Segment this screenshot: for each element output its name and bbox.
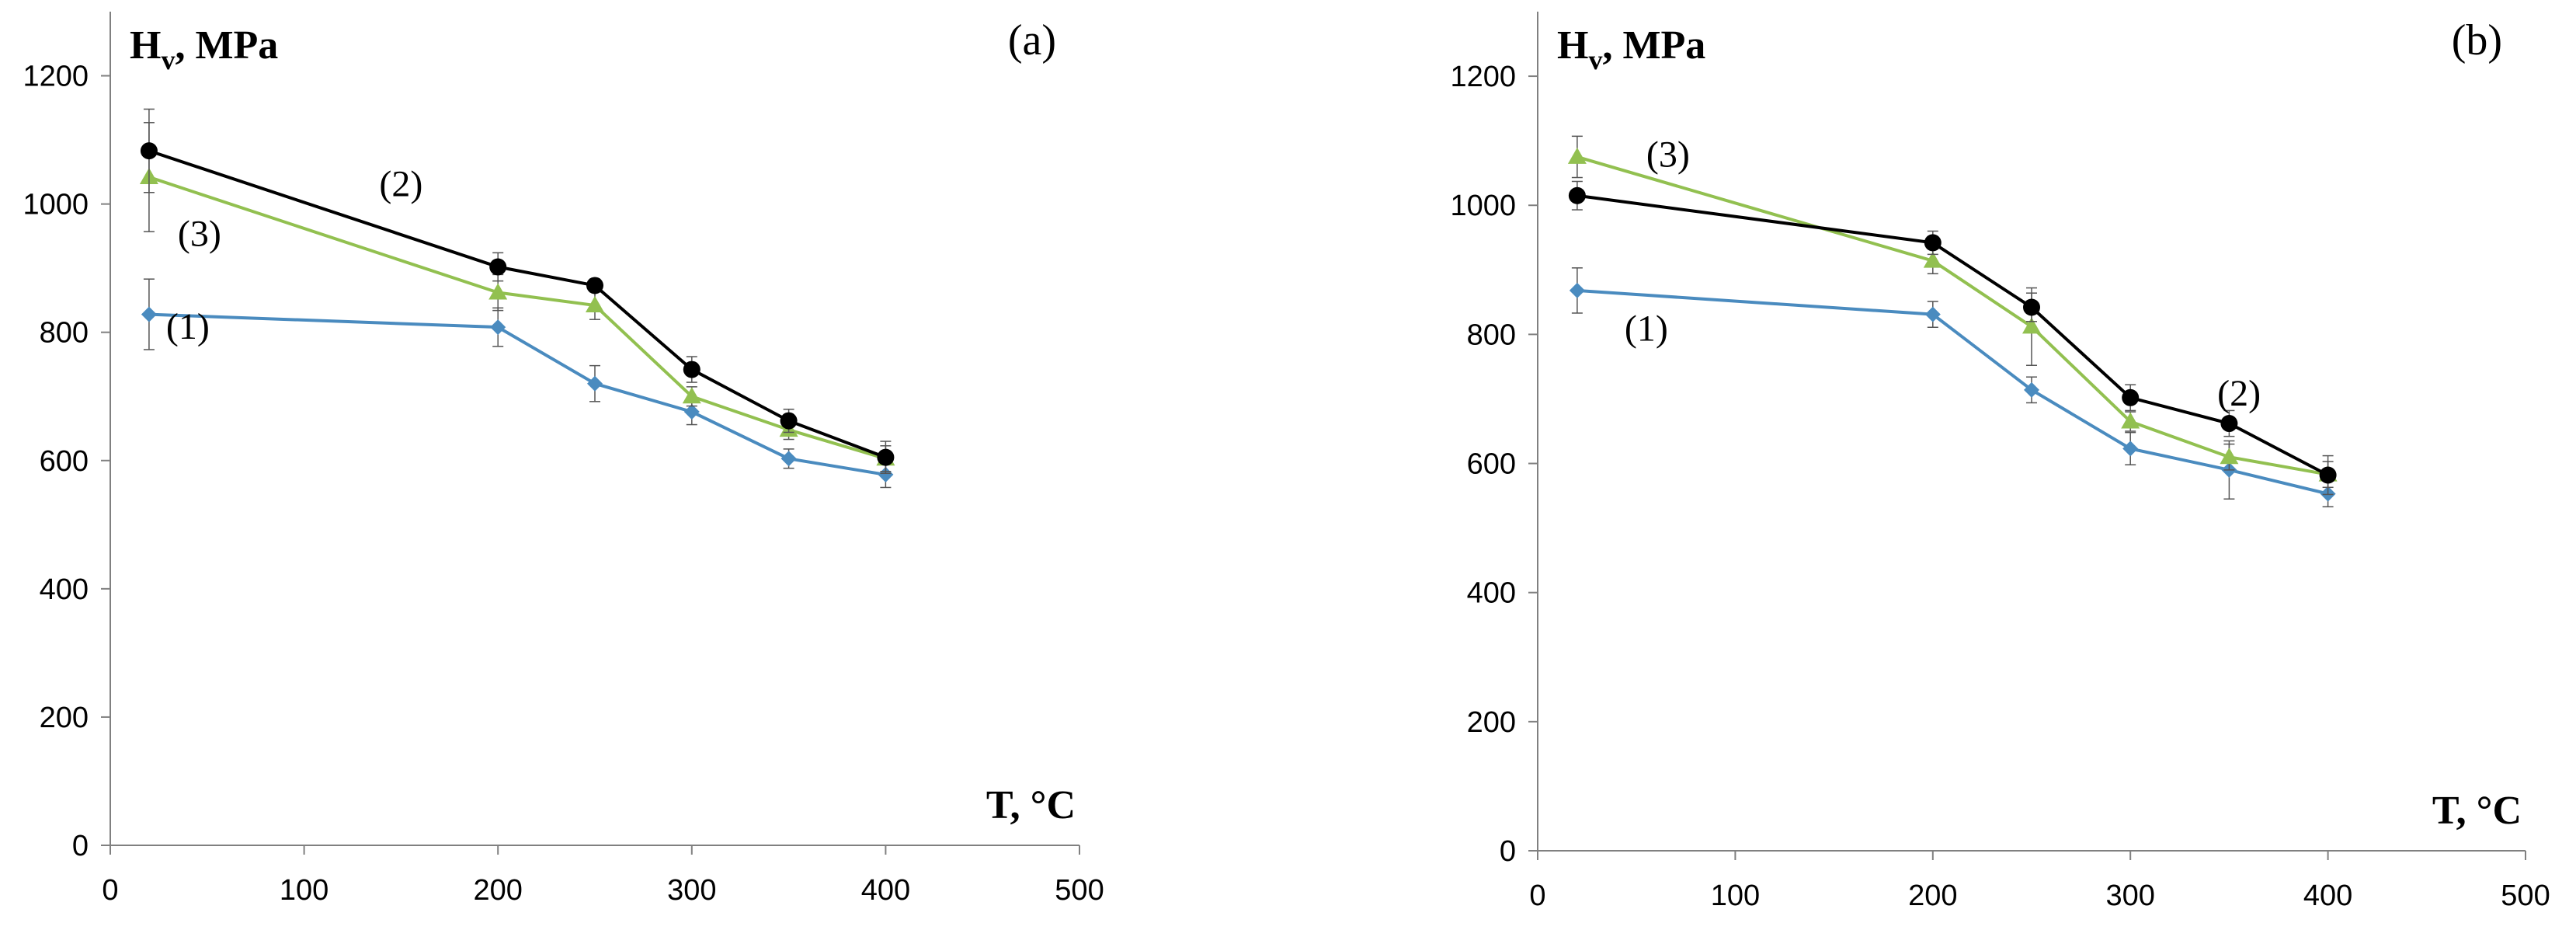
y-tick-label: 400: [1467, 577, 1516, 610]
series-1: [141, 278, 894, 489]
chart-panel-a: 0 100 200 300 400 500 0 200 400 600 800 1000 1200 Hv,…: [23, 12, 1104, 907]
data-point: [488, 283, 508, 300]
y-axis-title: Hv, MPa: [130, 23, 278, 75]
x-tick-label: 0: [1529, 880, 1545, 912]
x-tick-label: 200: [473, 874, 522, 907]
y-axis-title-unit: , MPa: [175, 23, 278, 68]
x-tick-label: 0: [102, 874, 118, 907]
data-point: [780, 451, 797, 467]
panel-label: (a): [1008, 16, 1056, 64]
data-point: [1567, 147, 1587, 164]
series-line: [1577, 193, 2329, 477]
data-point: [586, 277, 603, 294]
series-line: [148, 312, 886, 476]
series-line: [148, 176, 886, 461]
data-point: [682, 387, 701, 404]
y-tick-label: 200: [40, 702, 89, 734]
data-point: [2122, 441, 2139, 457]
data-point: [2022, 317, 2041, 334]
data-point: [2024, 381, 2039, 398]
y-tick-label: 1000: [1450, 190, 1516, 222]
x-tick-label: 300: [2105, 880, 2154, 912]
data-point: [586, 296, 604, 313]
y-tick-label: 600: [40, 445, 89, 478]
chart-panel-b: 0 100 200 300 400 500 0 200 400 600 800 1000 1200 Hv,…: [1450, 12, 2550, 912]
panel-label: (b): [2452, 16, 2502, 64]
y-axis-title-unit: , MPa: [1602, 23, 1705, 68]
x-axis-title: T, °C: [986, 783, 1076, 827]
x-tick-label: 200: [1908, 880, 1957, 912]
series-label: (2): [379, 164, 422, 205]
y-tick-label: 0: [1500, 835, 1516, 868]
data-point: [2121, 412, 2140, 429]
series-label: (1): [166, 306, 210, 347]
data-point: [2023, 298, 2040, 316]
x-tick-label: 100: [1711, 880, 1760, 912]
data-point: [2220, 415, 2238, 433]
y-axis-title: Hv, MPa: [1557, 23, 1705, 75]
data-point: [1924, 306, 1941, 322]
data-point: [683, 361, 700, 378]
data-point: [2319, 466, 2337, 484]
x-tick-label: 500: [1055, 874, 1104, 907]
series-label: (2): [2217, 373, 2261, 414]
y-tick-label: 1000: [23, 189, 89, 221]
series-3: [1567, 135, 2338, 489]
data-point: [1569, 282, 1585, 298]
data-point: [878, 466, 894, 482]
data-point: [780, 412, 798, 430]
series-label: (3): [1646, 134, 1690, 175]
y-tick-label: 0: [72, 830, 89, 862]
data-point: [877, 448, 895, 466]
x-tick-label: 100: [280, 874, 329, 907]
y-axis-title-main: H: [130, 23, 161, 68]
series-2: [140, 108, 895, 475]
data-point: [2122, 388, 2140, 406]
y-tick-label: 800: [40, 317, 89, 350]
y-axis-title-subscript: v: [161, 44, 175, 75]
data-point: [2220, 448, 2239, 465]
x-tick-label: 400: [2303, 880, 2352, 912]
y-axis-title-main: H: [1557, 23, 1588, 68]
y-tick-label: 1200: [23, 61, 89, 93]
y-tick-label: 600: [1467, 448, 1516, 481]
y-tick-label: 200: [1467, 706, 1516, 739]
x-axis-title: T, °C: [2432, 789, 2522, 833]
data-point: [490, 319, 506, 336]
data-point: [141, 306, 157, 322]
y-tick-label: 800: [1467, 319, 1516, 351]
y-tick-label: 400: [40, 573, 89, 606]
series-label: (1): [1625, 308, 1668, 350]
data-point: [1568, 186, 1586, 204]
data-point: [683, 404, 700, 420]
x-tick-label: 400: [861, 874, 910, 907]
data-point: [489, 258, 507, 276]
data-point: [1923, 251, 1942, 268]
series-line: [1577, 288, 2329, 496]
data-point: [1924, 234, 1942, 252]
series-line: [148, 149, 887, 459]
data-point: [140, 142, 158, 160]
series-label: (3): [178, 213, 221, 254]
series-line: [1577, 155, 2328, 476]
y-axis-title-subscript: v: [1588, 44, 1602, 75]
series-2: [1568, 180, 2337, 496]
x-tick-label: 500: [2501, 880, 2550, 912]
data-point: [587, 375, 603, 392]
y-tick-label: 1200: [1450, 61, 1516, 93]
x-tick-label: 300: [667, 874, 716, 907]
